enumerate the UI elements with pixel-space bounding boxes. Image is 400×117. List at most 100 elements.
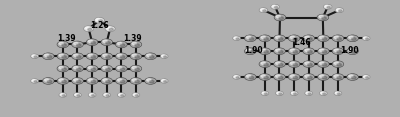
Circle shape	[259, 48, 271, 55]
Circle shape	[271, 4, 279, 9]
Circle shape	[91, 95, 94, 96]
Circle shape	[293, 93, 296, 95]
Circle shape	[101, 65, 112, 72]
Circle shape	[160, 79, 168, 83]
Circle shape	[91, 56, 96, 58]
Circle shape	[74, 79, 78, 81]
Circle shape	[279, 17, 284, 20]
Circle shape	[47, 80, 52, 83]
Circle shape	[118, 54, 122, 57]
Circle shape	[150, 56, 154, 58]
Circle shape	[135, 44, 140, 47]
Circle shape	[335, 8, 344, 13]
Circle shape	[303, 61, 314, 68]
Circle shape	[318, 35, 329, 42]
Circle shape	[276, 36, 280, 39]
Circle shape	[94, 17, 104, 23]
Circle shape	[86, 78, 98, 84]
Circle shape	[132, 79, 136, 81]
Circle shape	[85, 27, 89, 29]
Circle shape	[276, 62, 280, 64]
Circle shape	[233, 75, 240, 79]
Circle shape	[362, 36, 370, 40]
Circle shape	[244, 48, 256, 55]
Circle shape	[259, 35, 271, 42]
Circle shape	[103, 54, 107, 57]
Circle shape	[274, 14, 286, 21]
Circle shape	[319, 15, 324, 18]
Circle shape	[59, 42, 64, 45]
Circle shape	[334, 75, 338, 77]
Circle shape	[91, 42, 96, 44]
Circle shape	[337, 76, 342, 79]
Circle shape	[322, 38, 327, 40]
Circle shape	[322, 76, 327, 79]
Circle shape	[150, 80, 154, 83]
Circle shape	[106, 80, 110, 83]
Circle shape	[332, 48, 344, 55]
Circle shape	[109, 28, 113, 31]
Circle shape	[57, 65, 69, 72]
Circle shape	[274, 35, 285, 42]
Circle shape	[107, 27, 111, 29]
Circle shape	[96, 18, 100, 21]
Circle shape	[274, 6, 278, 8]
Circle shape	[263, 10, 266, 12]
Circle shape	[264, 93, 267, 95]
Circle shape	[84, 26, 94, 32]
Circle shape	[132, 42, 136, 45]
Circle shape	[72, 53, 83, 60]
Circle shape	[135, 80, 140, 83]
Circle shape	[32, 55, 35, 57]
Circle shape	[334, 36, 338, 39]
Circle shape	[279, 93, 282, 95]
Text: 1.90: 1.90	[244, 46, 263, 55]
Circle shape	[290, 49, 295, 51]
Circle shape	[332, 61, 344, 68]
Circle shape	[276, 15, 280, 18]
Text: 1.90: 1.90	[340, 46, 358, 55]
Circle shape	[130, 53, 142, 60]
Circle shape	[116, 78, 127, 84]
Circle shape	[347, 48, 358, 55]
Circle shape	[364, 37, 366, 38]
Circle shape	[290, 62, 295, 64]
Circle shape	[132, 93, 140, 97]
Circle shape	[320, 49, 324, 51]
Circle shape	[264, 38, 268, 40]
Circle shape	[103, 93, 111, 97]
Circle shape	[145, 78, 156, 84]
Circle shape	[278, 76, 283, 79]
Circle shape	[293, 76, 298, 79]
Circle shape	[105, 26, 115, 32]
Circle shape	[352, 38, 356, 40]
Text: 1.46: 1.46	[292, 38, 311, 47]
Circle shape	[62, 95, 65, 96]
Circle shape	[98, 20, 102, 22]
Circle shape	[234, 37, 237, 38]
Circle shape	[264, 76, 268, 79]
Circle shape	[308, 76, 312, 79]
Circle shape	[106, 56, 110, 58]
Circle shape	[277, 92, 280, 94]
Circle shape	[133, 93, 136, 95]
Circle shape	[352, 76, 356, 79]
Circle shape	[101, 78, 112, 84]
Circle shape	[323, 93, 326, 95]
Circle shape	[103, 40, 107, 43]
Circle shape	[320, 91, 327, 96]
Circle shape	[332, 74, 344, 80]
Circle shape	[264, 51, 268, 53]
Circle shape	[318, 48, 329, 55]
Circle shape	[293, 38, 298, 40]
Circle shape	[322, 17, 326, 20]
Circle shape	[305, 75, 309, 77]
Circle shape	[121, 95, 124, 96]
Circle shape	[278, 51, 283, 53]
Circle shape	[86, 65, 98, 72]
Circle shape	[334, 91, 342, 96]
Circle shape	[292, 92, 294, 94]
Circle shape	[352, 51, 356, 53]
Circle shape	[31, 54, 38, 58]
Circle shape	[75, 93, 78, 95]
